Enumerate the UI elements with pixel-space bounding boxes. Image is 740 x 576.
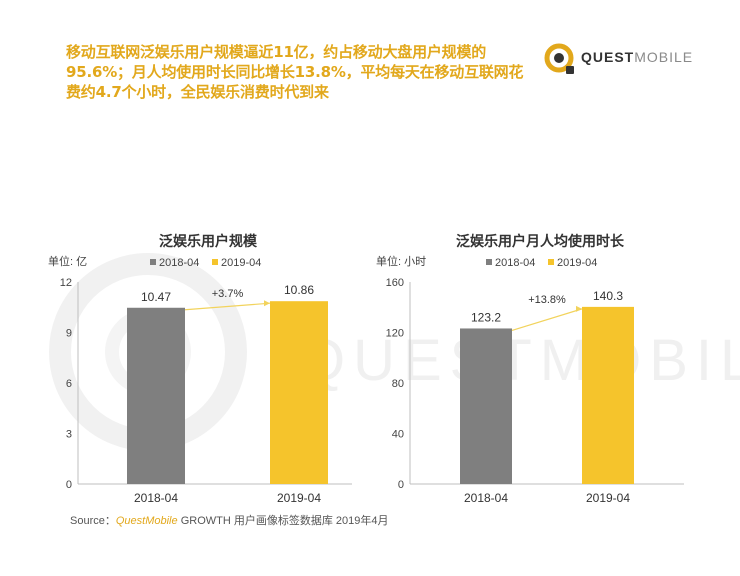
headline: 移动互联网泛娱乐用户规模逼近11亿，约占移动大盘用户规模的95.6%；月人均使用… — [66, 43, 524, 101]
bar-value-label: 10.86 — [284, 283, 314, 297]
unit-label: 单位: 小时 — [376, 254, 426, 268]
y-tick-label: 0 — [66, 479, 72, 491]
legend-label: 2019-04 — [221, 257, 261, 269]
logo-word-mobile: MOBILE — [634, 49, 694, 65]
y-tick-label: 6 — [66, 378, 72, 390]
legend-swatch — [212, 259, 218, 265]
chart-usage-time: 泛娱乐用户月人均使用时长 单位: 小时 2018-04 2019-04 0 40 80… — [376, 233, 684, 505]
chart-title: 泛娱乐用户规模 — [159, 233, 258, 249]
bar — [582, 306, 634, 484]
y-axis-ticks: 0 40 80 120 160 — [386, 277, 404, 491]
watermark: QUESTMOBILE — [49, 253, 740, 451]
y-tick-label: 9 — [66, 328, 72, 340]
y-tick-label: 160 — [386, 277, 404, 289]
growth-arrow-icon — [264, 300, 270, 307]
legend-swatch — [150, 259, 156, 265]
x-tick-label: 2019-04 — [586, 491, 630, 505]
bar — [460, 328, 512, 484]
x-tick-label: 2018-04 — [464, 491, 508, 505]
legend-label: 2019-04 — [557, 257, 597, 269]
y-tick-label: 80 — [392, 378, 404, 390]
growth-connector — [511, 308, 583, 332]
bar — [270, 301, 328, 484]
unit-label: 单位: 亿 — [48, 254, 87, 268]
growth-arrow-icon — [576, 305, 582, 312]
legend-swatch — [486, 259, 492, 265]
source-label: Source： — [70, 515, 116, 527]
logo-wordmark: QUESTMOBILE — [581, 49, 693, 65]
growth-label: +13.8% — [528, 294, 566, 306]
growth-connector — [184, 302, 271, 311]
bar — [127, 307, 185, 484]
y-tick-label: 0 — [398, 479, 404, 491]
logo-word-quest: QUEST — [581, 49, 635, 65]
source-brand: QuestMobile — [115, 515, 178, 527]
legend: 2018-04 2019-04 — [486, 257, 597, 269]
source-note: Source：QuestMobile GROWTH 用户画像标签数据库 2019… — [70, 512, 389, 528]
growth-label: +3.7% — [212, 288, 244, 300]
bar-value-label: 123.2 — [471, 310, 501, 324]
y-tick-label: 120 — [386, 328, 404, 340]
bar-value-label: 10.47 — [141, 290, 171, 304]
y-tick-label: 12 — [60, 277, 72, 289]
questmobile-logo: QUESTMOBILE — [540, 36, 700, 80]
bars: 10.47 2018-04 10.86 2019-04 +3.7% — [127, 283, 328, 505]
legend: 2018-04 2019-04 — [150, 257, 261, 269]
chart-title: 泛娱乐用户月人均使用时长 — [456, 233, 625, 249]
logo-mark-icon — [544, 43, 574, 74]
bars: 123.2 2018-04 140.3 2019-04 +13.8% — [460, 289, 634, 505]
legend-label: 2018-04 — [159, 257, 199, 269]
chart-user-scale: 泛娱乐用户规模 单位: 亿 2018-04 2019-04 0 3 6 9 12 10.4… — [48, 233, 352, 505]
legend-swatch — [548, 259, 554, 265]
y-tick-label: 40 — [392, 429, 404, 441]
y-axis-ticks: 0 3 6 9 12 — [60, 277, 72, 491]
legend-label: 2018-04 — [495, 257, 535, 269]
bar-value-label: 140.3 — [593, 289, 623, 303]
x-tick-label: 2018-04 — [134, 491, 178, 505]
y-tick-label: 3 — [66, 429, 72, 441]
source-text: GROWTH 用户画像标签数据库 2019年4月 — [180, 515, 389, 527]
watermark-text: QUESTMOBILE — [300, 328, 740, 393]
x-tick-label: 2019-04 — [277, 491, 321, 505]
